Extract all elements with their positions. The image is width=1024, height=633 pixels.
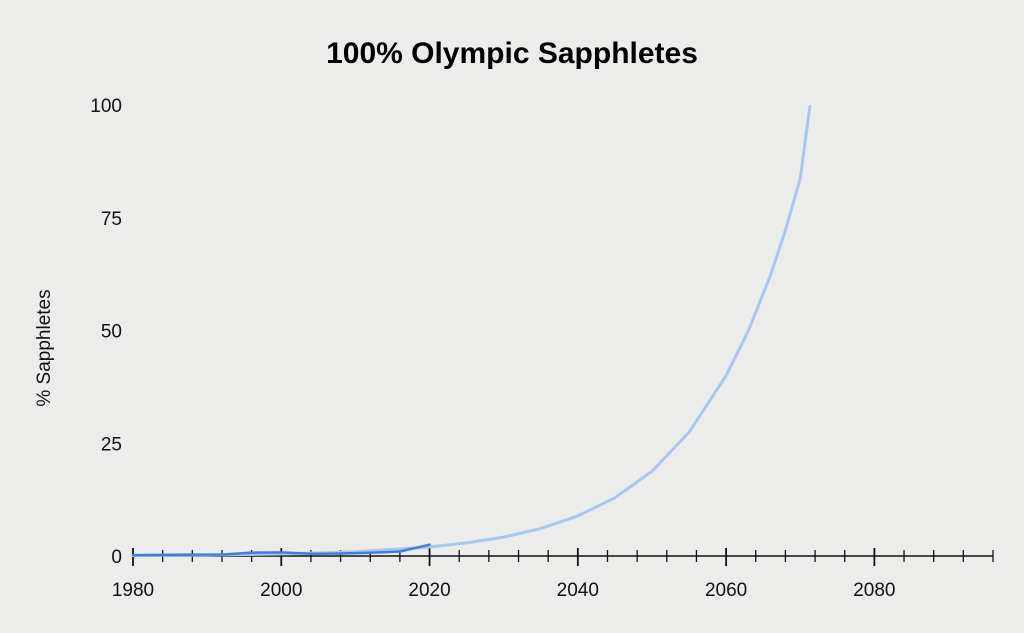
x-axis [132, 548, 994, 566]
x-tick-labels: 1980 2000 2020 2040 2060 2080 [112, 580, 896, 601]
y-tick-labels: 0 25 50 75 100 [90, 96, 122, 568]
x-tick-label: 2040 [557, 580, 599, 601]
y-tick-label: 25 [101, 434, 122, 455]
y-axis-label: % Sapphletes [34, 289, 55, 406]
y-tick-label: 100 [90, 96, 122, 117]
x-tick-label: 2020 [408, 580, 450, 601]
series-group [131, 104, 812, 557]
x-tick-label: 2060 [705, 580, 747, 601]
y-tick-label: 50 [101, 322, 122, 343]
observed-line [131, 543, 431, 557]
projection-line [131, 104, 812, 557]
y-tick-label: 0 [111, 547, 122, 568]
x-tick-label: 1980 [112, 580, 154, 601]
y-tick-label: 75 [101, 209, 122, 230]
x-tick-label: 2080 [853, 580, 895, 601]
x-tick-label: 2000 [260, 580, 302, 601]
chart-title: 100% Olympic Sapphletes [326, 37, 698, 70]
